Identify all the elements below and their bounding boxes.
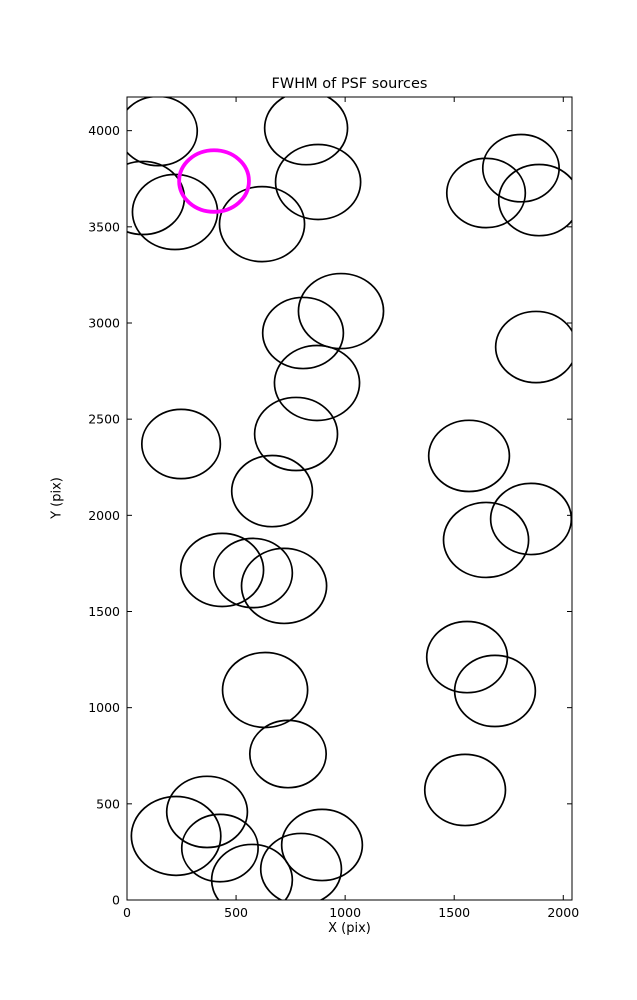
psf-circle [218,185,306,263]
psf-circle [261,296,345,370]
y-tick-label: 0 [112,893,120,908]
y-tick-label: 2000 [88,508,120,523]
axes-background [127,97,572,900]
psf-circle [494,310,572,384]
psf-circle [273,344,361,422]
psf-circle [453,654,537,728]
x-axis-label: X (pix) [328,921,371,936]
y-tick-label: 4000 [88,123,120,138]
psf-circle [210,843,294,900]
psf-circle [259,832,343,900]
y-tick-label: 500 [96,796,120,811]
highlighted-psf-circle [177,148,251,214]
psf-circle [263,97,349,166]
psf-circle [130,795,222,877]
psf-circle [212,537,294,609]
psf-circle [280,808,364,882]
x-tick-label: 0 [123,905,131,920]
y-tick-label: 1500 [88,604,120,619]
psf-circle [127,97,199,167]
axes-frame [126,96,573,901]
x-tick-label: 500 [224,905,248,920]
chart-title: FWHM of PSF sources [271,76,428,92]
psf-circle [248,719,328,789]
psf-circle [274,143,362,221]
psf-circle [230,454,314,528]
psf-circle [179,532,265,608]
psf-circle [297,272,385,350]
psf-circle [442,501,530,579]
psf-circle [140,408,222,480]
psf-circle [165,775,249,849]
psf-circle [445,157,527,229]
y-tick-label: 3000 [88,315,120,330]
x-tick-label: 1000 [329,905,361,920]
y-tick-label: 2500 [88,412,120,427]
y-tick-label: 3500 [88,219,120,234]
x-tick-label: 2000 [547,905,579,920]
psf-circle [180,813,259,883]
psf-circle [253,396,339,472]
psf-circle [240,547,328,625]
x-tick-label: 1500 [438,905,470,920]
psf-circle [497,163,572,237]
y-tick-label: 1000 [88,700,120,715]
y-axis-label: Y (pix) [49,477,65,519]
psf-circle [489,482,572,556]
psf-circle [423,753,507,827]
psf-circle [427,419,511,493]
